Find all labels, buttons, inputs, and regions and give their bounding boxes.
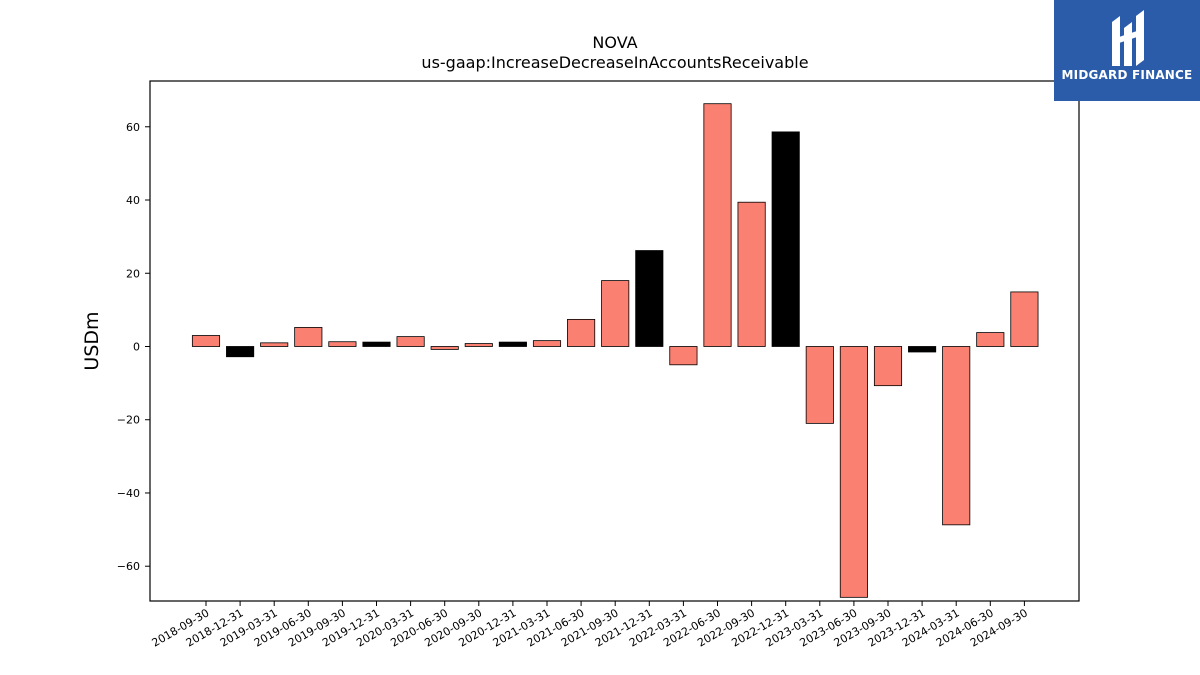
bar-2024-06-30 [976, 332, 1005, 347]
bar-2019-03-31 [260, 342, 289, 347]
bars-group [191, 103, 1039, 598]
bar-2022-06-30 [703, 103, 732, 347]
bar-2024-09-30 [1010, 291, 1039, 347]
bar-2024-03-31 [942, 346, 971, 526]
bar-2022-12-31 [771, 131, 800, 347]
bar-2023-09-30 [873, 346, 903, 387]
bar-2023-06-30 [839, 346, 868, 598]
bar-2019-06-30 [294, 327, 323, 347]
y-tick-label: 20 [126, 267, 140, 280]
y-axis-ticks: −60 −40 −20 0 20 40 60 [117, 121, 150, 573]
bar-2019-09-30 [328, 341, 357, 347]
bar-2023-12-31 [908, 346, 937, 353]
bar-2018-09-30 [191, 335, 221, 347]
y-tick-label: 40 [126, 194, 140, 207]
y-tick-label: −60 [117, 560, 140, 573]
bar-2019-12-31 [362, 341, 391, 347]
bar-2021-09-30 [601, 280, 630, 347]
y-tick-label: −20 [117, 414, 140, 427]
y-axis-label: USDm [81, 311, 103, 370]
bar-2020-09-30 [464, 343, 493, 347]
bar-2020-03-31 [396, 336, 425, 347]
x-axis-ticks: 2018-09-302018-12-312019-03-312019-06-30… [150, 601, 1030, 650]
logo-text: MIDGARD FINANCE [1061, 68, 1193, 82]
chart-title: NOVA [592, 33, 637, 52]
bar-2018-12-31 [226, 346, 255, 358]
bar-2020-12-31 [498, 341, 527, 347]
y-tick-label: 0 [133, 340, 140, 353]
bar-2021-12-31 [635, 250, 664, 347]
bar-2022-03-31 [669, 346, 698, 366]
y-tick-label: −40 [117, 487, 140, 500]
midgard-logo-icon [1112, 10, 1144, 66]
chart-subtitle: us-gaap:IncreaseDecreaseInAccountsReceiv… [421, 53, 808, 72]
bar-2021-06-30 [567, 318, 596, 347]
bar-2020-06-30 [430, 346, 459, 350]
midgard-finance-logo: MIDGARD FINANCE [1054, 0, 1200, 101]
bar-2022-09-30 [737, 201, 766, 347]
plot-frame [149, 80, 1080, 602]
bar-2023-03-31 [805, 346, 834, 424]
bar-2021-03-31 [532, 340, 562, 347]
y-tick-label: 60 [126, 121, 140, 134]
